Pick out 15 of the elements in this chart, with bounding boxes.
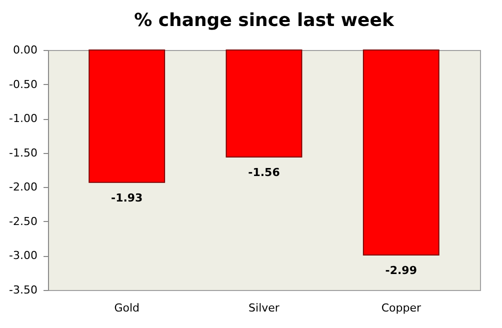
y-tick-label: 0.00: [13, 44, 38, 56]
data-label: -2.99: [385, 264, 417, 278]
y-tick-label: -3.00: [9, 249, 38, 262]
y-tick-label: -3.50: [9, 284, 38, 296]
x-tick-label: Silver: [248, 302, 280, 314]
chart-title: % change since last week: [134, 10, 395, 31]
data-label: -1.56: [248, 166, 280, 179]
data-label: -1.93: [111, 191, 143, 204]
x-tick-label: Gold: [114, 302, 140, 314]
y-tick-label: -1.00: [9, 112, 38, 126]
x-tick-label: Copper: [381, 302, 422, 314]
y-tick-label: -2.50: [9, 214, 38, 228]
y-tick-label: -1.50: [9, 146, 38, 160]
y-tick-label: -2.00: [9, 180, 38, 194]
y-tick-label: -0.50: [9, 78, 38, 91]
